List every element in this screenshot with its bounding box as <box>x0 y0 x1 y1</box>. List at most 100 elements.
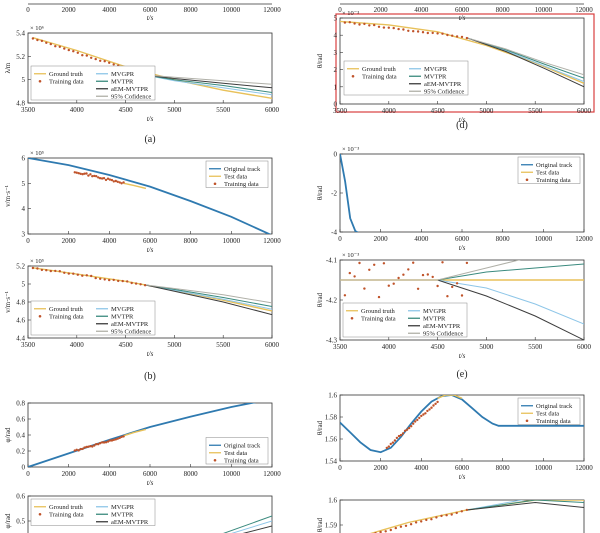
plot-area <box>28 403 257 467</box>
plot-frame <box>27 32 273 104</box>
series-line-mvgpr <box>466 500 525 511</box>
x-tick-label: 5500 <box>528 343 543 351</box>
legend-entry: MVTPR <box>111 79 134 86</box>
training-data-point <box>112 278 115 282</box>
y-tick-label: 0.4 <box>16 432 25 440</box>
training-data-point <box>394 233 396 235</box>
x-tick-label: 10000 <box>535 235 553 243</box>
training-data-point <box>431 275 434 279</box>
training-data-point <box>45 41 48 44</box>
training-data-point <box>99 59 102 62</box>
training-data-point <box>95 443 98 446</box>
training-data-point <box>400 233 402 235</box>
series-line-test-data <box>123 428 147 437</box>
training-data-point <box>392 282 395 285</box>
training-data-point <box>83 446 86 449</box>
training-data-point <box>63 271 66 274</box>
x-tick-label: 4500 <box>119 106 134 114</box>
training-data-point <box>393 439 397 442</box>
training-data-point <box>75 448 78 451</box>
x-tick-label: 0 <box>26 470 30 478</box>
training-data-point <box>392 234 394 236</box>
x-tick-label: 12000 <box>575 464 593 472</box>
training-data-point <box>422 413 425 416</box>
legend-entry: 95% Cofidence <box>423 331 463 338</box>
training-data-point <box>106 440 110 443</box>
training-data-point <box>416 287 420 290</box>
training-data-point <box>409 523 413 526</box>
training-data-point <box>343 21 347 24</box>
x-axis-label: t/s <box>147 479 154 487</box>
training-data-point <box>428 233 430 235</box>
x-tick-label: 0 <box>26 237 30 245</box>
training-data-point <box>93 174 96 178</box>
training-data-point <box>430 518 433 521</box>
training-data-point <box>373 23 376 27</box>
x-tick-label: 3500 <box>21 106 36 114</box>
training-data-point <box>397 27 400 31</box>
training-data-point <box>387 445 390 448</box>
series-line-mvtpr <box>145 284 272 307</box>
y-axis-label: θ/rad <box>316 517 324 532</box>
plot-area <box>369 500 584 533</box>
y-tick-label: 4 <box>334 32 338 40</box>
legend-box <box>517 397 581 425</box>
x-tick-label: 5000 <box>167 106 182 114</box>
x-tick-label: 4000 <box>70 341 85 349</box>
training-data-point <box>79 447 82 451</box>
training-data-point <box>373 263 376 266</box>
training-data-point <box>436 32 439 35</box>
axis-exponent: × 10⁵ <box>30 150 44 157</box>
training-data-point <box>108 439 112 442</box>
training-data-point <box>391 441 395 444</box>
training-data-point <box>455 282 459 285</box>
training-data-point <box>72 50 75 53</box>
training-data-point <box>353 22 356 25</box>
y-tick-label: 1.56 <box>325 436 338 444</box>
x-tick-label: 3500 <box>333 343 348 351</box>
series-line-95-cofidence <box>340 260 522 281</box>
legend-marker <box>525 178 529 182</box>
x-axis-label: t/s <box>459 473 466 481</box>
training-data-point <box>363 287 366 290</box>
plot-frame <box>339 17 585 105</box>
training-data-point <box>420 414 423 418</box>
training-data-point <box>412 261 415 264</box>
axis-exponent: × 10⁻³ <box>342 10 359 17</box>
training-data-point <box>36 38 39 42</box>
training-data-point <box>441 261 444 264</box>
training-data-point <box>103 60 106 63</box>
legend-entry: MVTPR <box>111 512 134 519</box>
training-data-point <box>112 438 116 442</box>
chart-panel-e1: 0 2000 4000 6000 8000 10000 12000 -4 -2 0 t/s θ/rad… <box>316 146 593 252</box>
training-data-point <box>98 442 102 445</box>
training-data-point <box>426 273 429 276</box>
y-tick-label: 5 <box>22 76 26 84</box>
training-data-point <box>465 36 469 40</box>
training-data-point <box>408 233 410 235</box>
training-data-point <box>108 178 112 181</box>
y-axis-label: φ/rad <box>4 513 12 528</box>
training-data-point <box>120 435 123 439</box>
training-data-point <box>103 278 106 281</box>
training-data-point <box>420 520 423 523</box>
training-data-point <box>412 422 415 425</box>
x-tick-label: 8000 <box>496 6 511 14</box>
legend-box <box>30 498 156 526</box>
x-tick-label: 12000 <box>575 6 593 14</box>
legend-entry: Original track <box>536 403 573 410</box>
training-data-point <box>451 34 454 37</box>
training-data-point <box>384 530 387 533</box>
training-data-point <box>49 42 52 46</box>
training-data-point <box>392 26 395 30</box>
training-data-point <box>434 233 436 235</box>
x-tick-label: 2000 <box>62 6 77 14</box>
training-data-point <box>430 406 433 409</box>
x-tick-label: 4000 <box>102 470 117 478</box>
legend-entry: aEM-MVTPR <box>111 86 149 93</box>
training-data-point <box>94 276 97 280</box>
y-tick-label: -4.1 <box>326 257 338 265</box>
